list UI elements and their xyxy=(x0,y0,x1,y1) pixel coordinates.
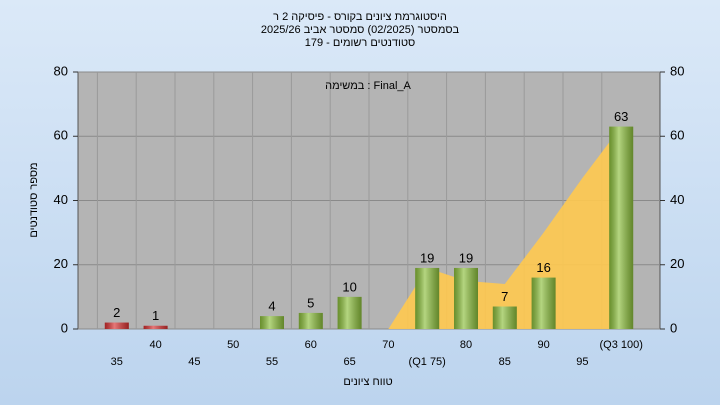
bar-shade xyxy=(415,267,440,329)
value-label: 5 xyxy=(307,295,314,310)
y2-tick-label: 0 xyxy=(670,320,677,335)
x-tick-label: 35 xyxy=(111,356,123,368)
bar-shade xyxy=(104,322,129,329)
y2-tick-label: 40 xyxy=(670,192,684,207)
value-label: 63 xyxy=(614,109,628,124)
x-tick-label: 85 xyxy=(499,356,511,368)
area xyxy=(388,126,622,329)
y2-tick-label: 60 xyxy=(670,128,684,143)
y-tick-label: 0 xyxy=(61,320,68,335)
x-tick-label: 40 xyxy=(149,339,161,351)
value-label: 19 xyxy=(420,250,434,265)
bar-shade xyxy=(531,277,556,329)
bar-shade xyxy=(454,267,478,329)
value-label: 19 xyxy=(459,250,473,265)
y2-tick-label: 80 xyxy=(670,63,684,78)
value-label: 4 xyxy=(268,299,275,314)
x-tick-label: 70 xyxy=(382,339,394,351)
bar-shade xyxy=(298,312,323,329)
x-tick-label: (Q1 75) xyxy=(409,356,446,368)
bar-shade xyxy=(492,306,517,329)
y-tick-label: 80 xyxy=(54,63,68,78)
title-line: בסמסטר (02/2025) סמסטר אביב 2025/26 xyxy=(261,24,460,36)
x-tick-label: (Q3 100) xyxy=(599,339,642,351)
x-tick-label: 45 xyxy=(188,356,200,368)
bar-shade xyxy=(260,316,284,329)
y-tick-label: 20 xyxy=(54,256,68,271)
x-tick-label: 95 xyxy=(576,356,588,368)
bar-shade xyxy=(143,325,168,329)
value-label: 7 xyxy=(501,289,508,304)
value-label: 16 xyxy=(536,260,550,275)
bar-shade xyxy=(337,296,362,329)
y-tick-label: 60 xyxy=(54,128,68,143)
title-line: סטודנטים רשומים - 179 xyxy=(305,37,416,49)
x-tick-label: 80 xyxy=(460,339,472,351)
value-label: 10 xyxy=(342,279,356,294)
y2-tick-label: 20 xyxy=(670,256,684,271)
value-label: 1 xyxy=(152,308,159,323)
y-axis-label: מספר סטודנטים xyxy=(28,162,40,237)
value-label: 2 xyxy=(113,305,120,320)
x-tick-label: 55 xyxy=(266,356,278,368)
x-tick-label: 65 xyxy=(343,356,355,368)
y-tick-label: 40 xyxy=(54,192,68,207)
title-line: היסטוגרמת ציונים בקורס - פיסיקה 2 ר xyxy=(273,11,447,23)
x-tick-label: 90 xyxy=(537,339,549,351)
x-tick-label: 50 xyxy=(227,339,239,351)
x-axis-label: טווח ציונים xyxy=(343,376,392,388)
x-tick-label: 60 xyxy=(305,339,317,351)
annotation: במשימה : Final_A xyxy=(325,80,411,92)
bar-shade xyxy=(609,126,634,329)
